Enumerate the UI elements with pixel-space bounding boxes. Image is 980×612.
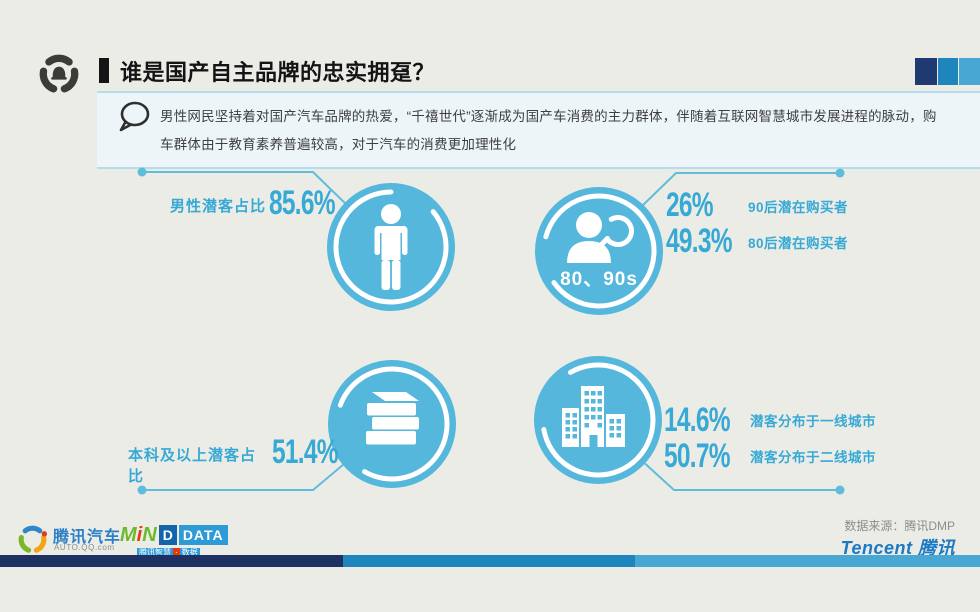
tencent-auto-wordmark: 腾讯汽车 xyxy=(53,529,122,546)
tencent-logo-cn: 腾讯 xyxy=(918,538,955,558)
tencent-auto-logo-icon xyxy=(18,525,48,553)
minddata-word-data: DATA xyxy=(178,525,228,545)
age-badge: 80、90s xyxy=(560,269,638,290)
minddata-letter-d: D xyxy=(158,525,177,545)
male-stat-circle xyxy=(327,183,455,311)
page-title: 谁是国产自主品牌的忠实拥趸？ xyxy=(120,60,436,85)
intro-band xyxy=(97,91,980,169)
deco-square-navy xyxy=(915,58,937,85)
tencent-auto-wheel-icon xyxy=(39,54,79,93)
city-tier2-label: 潜客分布于二线城市 xyxy=(750,450,876,465)
male-person-icon xyxy=(374,204,408,290)
age-stat-circle xyxy=(535,187,663,315)
minddata-tagline-left: 腾讯智慧 xyxy=(137,548,173,557)
intro-text-line-1: 男性网民坚持着对国产汽车品牌的热爱，“千禧世代”逐渐成为国产车消费的主力群体，伴… xyxy=(160,109,937,124)
age-80s-label: 80后潜在购买者 xyxy=(748,236,849,251)
minddata-tagline-right: 数据 xyxy=(179,548,200,557)
male-stat-label: 男性潜客占比 xyxy=(169,198,266,215)
male-stat-value: 85.6% xyxy=(269,184,336,222)
minddata-tagline: 腾讯智慧 · 数据 xyxy=(137,548,200,557)
age-90s-value: 26% xyxy=(666,186,714,224)
city-stat-circle xyxy=(534,356,662,484)
tencent-auto-url: AUTO.QQ.com xyxy=(54,543,115,552)
tencent-logo: Tencent 腾讯 xyxy=(0,534,955,560)
education-stat-circle xyxy=(328,360,456,488)
person-chat-icon xyxy=(567,212,634,263)
footer-bar-navy xyxy=(0,555,343,567)
minddata-letter-i: i xyxy=(136,524,143,546)
speech-bubble-icon xyxy=(119,101,150,132)
education-stat-value: 51.4% xyxy=(272,433,339,471)
city-tier1-value: 14.6% xyxy=(664,401,731,439)
tencent-logo-en: Tencent xyxy=(840,538,913,558)
age-90s-label: 90后潜在购买者 xyxy=(748,200,849,215)
buildings-icon xyxy=(562,386,625,447)
city-tier2-value: 50.7% xyxy=(664,437,731,475)
minddata-letter-n: N xyxy=(142,524,157,546)
deco-square-blue xyxy=(938,58,958,85)
title-marker xyxy=(99,58,109,83)
minddata-letter-m: M xyxy=(120,524,137,546)
deco-square-light xyxy=(959,58,980,85)
minddata-tagline-dot: · xyxy=(173,548,180,557)
city-tier1-label: 潜客分布于一线城市 xyxy=(750,414,876,429)
books-icon xyxy=(366,392,419,445)
minddata-logo: M i N D DATA xyxy=(120,523,228,545)
intro-text-line-2: 车群体由于教育素养普遍较高，对于汽车的消费更加理性化 xyxy=(160,137,517,152)
education-stat-label: 本科及以上潜客占比 xyxy=(128,447,257,485)
footer-bar-blue xyxy=(343,555,635,567)
data-source-note: 数据来源：腾讯DMP xyxy=(844,519,955,533)
footer-bar-light xyxy=(635,555,980,567)
age-80s-value: 49.3% xyxy=(666,222,733,260)
